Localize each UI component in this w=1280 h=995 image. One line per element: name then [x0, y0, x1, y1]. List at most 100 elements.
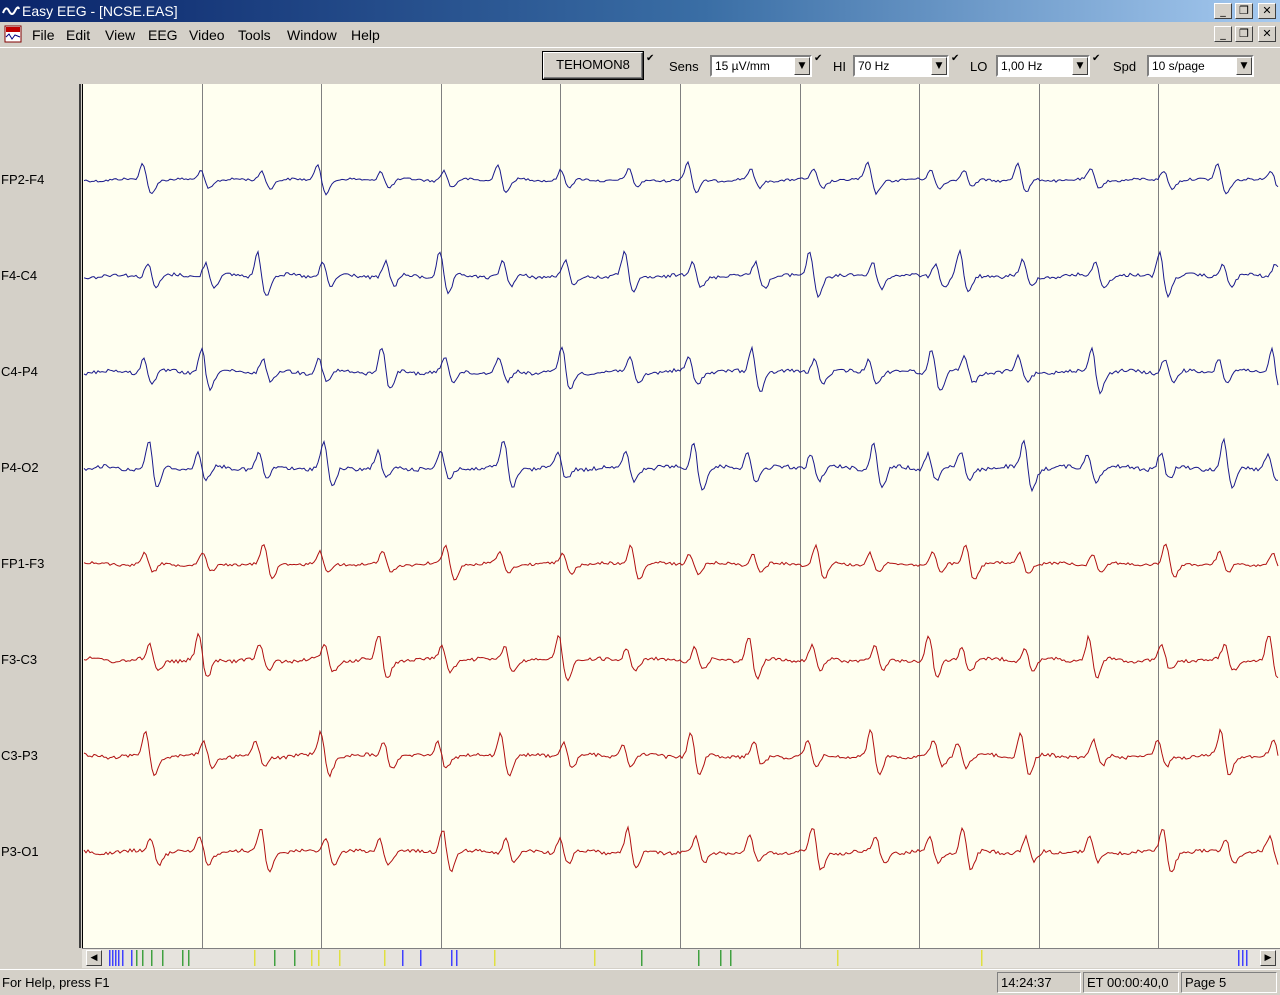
eeg-trace-f4-c4 — [83, 248, 1279, 299]
lo-check-icon: ✔ — [1092, 53, 1101, 64]
eeg-document-icon[interactable] — [4, 25, 22, 43]
hi-select[interactable]: 70 Hz ▼ — [853, 55, 949, 77]
event-marker — [720, 950, 722, 966]
eeg-traces — [82, 84, 1279, 948]
hi-label: HI — [833, 59, 846, 74]
channel-label[interactable]: P3-O1 — [1, 844, 39, 859]
event-marker — [384, 950, 386, 966]
menu-view[interactable]: View — [105, 27, 136, 43]
event-marker — [136, 950, 138, 966]
event-marker — [109, 950, 111, 966]
sens-select[interactable]: 15 µV/mm ▼ — [710, 55, 812, 77]
chevron-down-icon[interactable]: ▼ — [931, 57, 947, 75]
scroll-left-icon[interactable]: ◀ — [86, 950, 102, 966]
time-scrollbar[interactable]: ◀ ▶ — [82, 948, 1280, 968]
event-marker — [274, 950, 276, 966]
status-clock: 14:24:37 — [997, 972, 1081, 993]
event-marker — [837, 950, 839, 966]
eeg-trace-c3-p3 — [83, 728, 1279, 778]
status-help-text: For Help, press F1 — [2, 975, 110, 990]
restore-icon[interactable]: ❐ — [1235, 3, 1253, 19]
menu-help[interactable]: Help — [351, 27, 380, 43]
status-elapsed: ET 00:00:40,0 — [1083, 972, 1179, 993]
lo-label: LO — [970, 59, 988, 74]
event-marker — [594, 950, 596, 966]
event-marker — [698, 950, 700, 966]
channel-label[interactable]: F4-C4 — [1, 268, 38, 283]
channel-label[interactable]: F3-C3 — [1, 652, 38, 667]
event-marker — [311, 950, 313, 966]
menu-file[interactable]: File — [32, 27, 55, 43]
eeg-trace-c4-p4 — [83, 345, 1279, 395]
spd-value: 10 s/page — [1152, 59, 1205, 73]
channel-label[interactable]: C4-P4 — [1, 364, 38, 379]
menu-eeg[interactable]: EEG — [148, 27, 178, 43]
channel-label[interactable]: FP1-F3 — [1, 556, 45, 571]
doc-restore-icon[interactable]: ❐ — [1235, 26, 1253, 42]
scroll-right-icon[interactable]: ▶ — [1260, 950, 1276, 966]
menu-tools[interactable]: Tools — [238, 27, 271, 43]
event-marker — [294, 950, 296, 966]
eeg-trace-area[interactable] — [82, 84, 1280, 948]
montage-button[interactable]: TEHOMON8 — [543, 52, 643, 79]
channel-label[interactable]: C3-P3 — [1, 748, 38, 763]
event-marker — [730, 950, 732, 966]
event-marker — [142, 950, 144, 966]
sens-label: Sens — [669, 59, 699, 74]
spd-select[interactable]: 10 s/page ▼ — [1147, 55, 1254, 77]
menu-edit[interactable]: Edit — [66, 27, 91, 43]
menu-bar: File Edit View EEG Video Tools Window He… — [0, 23, 1280, 47]
event-marker — [494, 950, 496, 966]
app-wave-icon — [2, 6, 20, 15]
channel-label-panel: FP2-F4 F4-C4 C4-P4 P4-O2 FP1-F3 F3-C3 C3… — [0, 84, 81, 948]
chevron-down-icon[interactable]: ▼ — [1236, 57, 1252, 75]
event-marker — [182, 950, 184, 966]
event-marker — [162, 950, 164, 966]
title-bar: Easy EEG - [NCSE.EAS] _ ❐ ✕ — [0, 0, 1280, 22]
spd-label: Spd — [1113, 59, 1137, 74]
window-title: Easy EEG - [NCSE.EAS] — [22, 3, 178, 19]
eeg-trace-p4-o2 — [83, 437, 1279, 493]
eeg-trace-fp2-f4 — [83, 160, 1279, 196]
eeg-trace-fp1-f3 — [83, 543, 1279, 581]
event-marker — [118, 950, 120, 966]
event-marker — [131, 950, 133, 966]
eeg-trace-p3-o1 — [83, 825, 1279, 873]
hi-check-icon: ✔ — [951, 53, 960, 64]
event-marker — [122, 950, 124, 966]
montage-check-icon: ✔ — [646, 53, 655, 64]
minimize-icon[interactable]: _ — [1214, 3, 1232, 19]
close-icon[interactable]: ✕ — [1258, 3, 1276, 19]
event-marker — [1238, 950, 1240, 966]
doc-minimize-icon[interactable]: _ — [1214, 26, 1232, 42]
event-marker — [112, 950, 114, 966]
event-marker — [641, 950, 643, 966]
sens-value: 15 µV/mm — [715, 59, 770, 73]
lo-select[interactable]: 1,00 Hz ▼ — [996, 55, 1090, 77]
event-marker — [456, 950, 458, 966]
event-marker — [254, 950, 256, 966]
event-marker — [1246, 950, 1248, 966]
event-marker — [1242, 950, 1244, 966]
event-marker — [981, 950, 983, 966]
menu-window[interactable]: Window — [287, 27, 337, 43]
lo-value: 1,00 Hz — [1001, 59, 1043, 73]
channel-label[interactable]: P4-O2 — [1, 460, 39, 475]
menu-video[interactable]: Video — [189, 27, 225, 43]
chevron-down-icon[interactable]: ▼ — [1072, 57, 1088, 75]
toolbar: TEHOMON8 ✔ Sens 15 µV/mm ▼ ✔ HI 70 Hz ▼ … — [0, 47, 1280, 83]
status-bar: For Help, press F1 14:24:37 ET 00:00:40,… — [0, 969, 1280, 995]
event-markers — [109, 950, 1248, 966]
event-marker — [402, 950, 404, 966]
event-marker — [451, 950, 453, 966]
event-marker — [115, 950, 117, 966]
event-marker — [339, 950, 341, 966]
doc-close-icon[interactable]: ✕ — [1258, 26, 1276, 42]
event-marker — [420, 950, 422, 966]
channel-label[interactable]: FP2-F4 — [1, 172, 45, 187]
chevron-down-icon[interactable]: ▼ — [794, 57, 810, 75]
event-marker — [318, 950, 320, 966]
status-page: Page 5 — [1181, 972, 1277, 993]
sens-check-icon: ✔ — [814, 53, 823, 64]
event-marker — [151, 950, 153, 966]
